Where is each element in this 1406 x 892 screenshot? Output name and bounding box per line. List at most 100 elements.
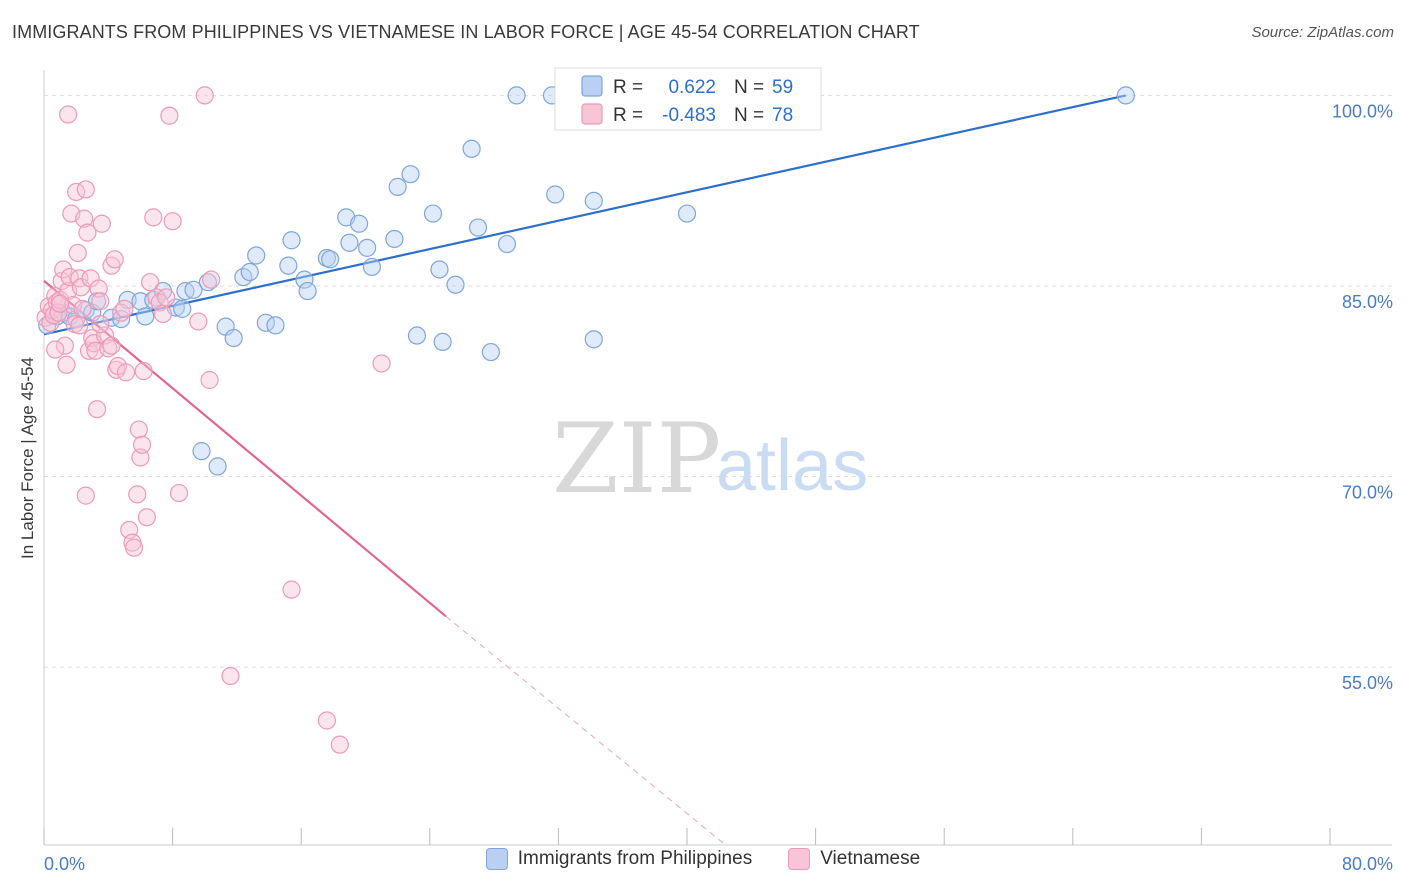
vietnamese-point [115, 299, 134, 318]
philippines-point [385, 229, 404, 249]
source-label: Source: ZipAtlas.com [1251, 24, 1394, 41]
vietnamese-point [91, 314, 110, 334]
vietnamese-point [147, 288, 166, 307]
vietnamese-point [330, 735, 349, 754]
philippines-point [173, 299, 192, 318]
vietnamese-point [73, 299, 92, 318]
vietnamese-point [137, 508, 156, 527]
vietnamese-point [78, 223, 97, 242]
vietnamese-point [202, 270, 221, 289]
vietnamese-point [160, 106, 179, 125]
philippines-point [433, 332, 452, 351]
philippines-point [1116, 86, 1135, 105]
vietnamese-point [63, 295, 83, 315]
vietnamese-point [140, 273, 160, 292]
philippines-point [198, 273, 218, 292]
philippines-point [247, 246, 266, 265]
vietnamese-point [68, 243, 87, 263]
vietnamese-point [132, 435, 152, 454]
vietnamese-point [99, 339, 118, 358]
series-legend: Immigrants from Philippines Vietnamese [0, 848, 1406, 870]
philippines-point [481, 342, 500, 362]
philippines-point [298, 281, 317, 301]
vietnamese-point [317, 711, 337, 730]
y-tick-labels: 100.0% 85.0% 70.0% 55.0% [1332, 101, 1393, 693]
vietnamese-point [189, 312, 208, 331]
watermark-zip: ZIP [552, 403, 721, 515]
philippines-point [388, 177, 407, 196]
vietnamese-point [153, 304, 173, 324]
vietnamese-point [221, 666, 240, 686]
stats-n-label: N = [734, 105, 764, 126]
vietnamese-point [116, 363, 136, 382]
philippines-point [362, 257, 382, 277]
watermark: ZIP atlas [552, 403, 868, 515]
stats-r-label: R = [613, 77, 643, 98]
x-tick-label: 80.0% [1342, 854, 1393, 874]
vietnamese-point [282, 580, 301, 599]
vietnamese-point [60, 267, 79, 287]
stats-n-value: 59 [772, 77, 793, 98]
philippines-point [423, 204, 443, 223]
legend-item-philippines[interactable]: Immigrants from Philippines [485, 848, 752, 870]
philippines-point [266, 316, 285, 335]
stats-swatch [581, 103, 603, 125]
chart-title: IMMIGRANTS FROM PHILIPPINES VS VIETNAMES… [12, 22, 920, 42]
vietnamese-point [144, 208, 163, 227]
philippines-point [340, 233, 359, 252]
vietnamese-point [76, 180, 95, 199]
stats-legend: R = 0.622 N = 59 R = -0.483 N = 78 [554, 67, 822, 131]
philippines-point [279, 256, 298, 275]
stats-r-value: -0.483 [662, 105, 716, 126]
legend-label-vietnamese: Vietnamese [820, 848, 921, 869]
x-tick-label: 0.0% [44, 854, 85, 874]
vietnamese-point [128, 485, 147, 504]
vietnamese-point [55, 336, 74, 355]
philippines-point [446, 275, 465, 294]
watermark-atlas: atlas [716, 426, 868, 506]
legend-item-vietnamese[interactable]: Vietnamese [788, 848, 920, 870]
grid-lines [44, 94, 1392, 668]
philippines-point [546, 185, 565, 204]
philippines-point [136, 307, 155, 326]
stats-n-value: 78 [772, 105, 793, 126]
philippines-point [224, 328, 243, 348]
vietnamese-point [50, 294, 70, 313]
vietnamese-point [59, 105, 78, 124]
philippines-point [184, 280, 203, 299]
philippines-point [349, 214, 369, 233]
vietnamese-point [46, 340, 65, 359]
y-tick-label: 55.0% [1342, 673, 1393, 693]
legend-swatch-pink [788, 848, 811, 870]
philippines-point [240, 262, 259, 282]
vietnamese-point [57, 355, 76, 374]
philippines-point [112, 309, 131, 329]
philippines-point [102, 308, 121, 327]
y-tick-label: 85.0% [1342, 292, 1393, 312]
stats-swatch [581, 75, 603, 97]
philippines-point [462, 139, 481, 158]
philippines-point [507, 86, 526, 105]
philippines-point [401, 165, 420, 184]
vietnamese-point [102, 336, 121, 355]
philippines-point [295, 270, 314, 289]
stats-r-label: R = [613, 105, 643, 126]
vietnamese-point [76, 486, 95, 505]
vietnamese-point [157, 288, 176, 307]
philippines-point [677, 204, 697, 223]
stats-r-value: 0.622 [668, 77, 716, 98]
axes [43, 70, 1392, 846]
vietnamese-point [105, 250, 124, 269]
vietnamese-point [129, 420, 148, 439]
vietnamese-point [169, 483, 189, 503]
vietnamese-point [91, 292, 110, 311]
philippines-point [468, 218, 488, 237]
vietnamese-point [124, 538, 144, 557]
vietnamese-point [195, 86, 214, 105]
philippines-point [584, 330, 603, 349]
vietnamese-point [54, 260, 73, 279]
philippines-point [208, 457, 227, 476]
philippines-point [584, 191, 603, 210]
philippines-point [497, 234, 517, 254]
y-tick-label: 100.0% [1332, 101, 1393, 121]
